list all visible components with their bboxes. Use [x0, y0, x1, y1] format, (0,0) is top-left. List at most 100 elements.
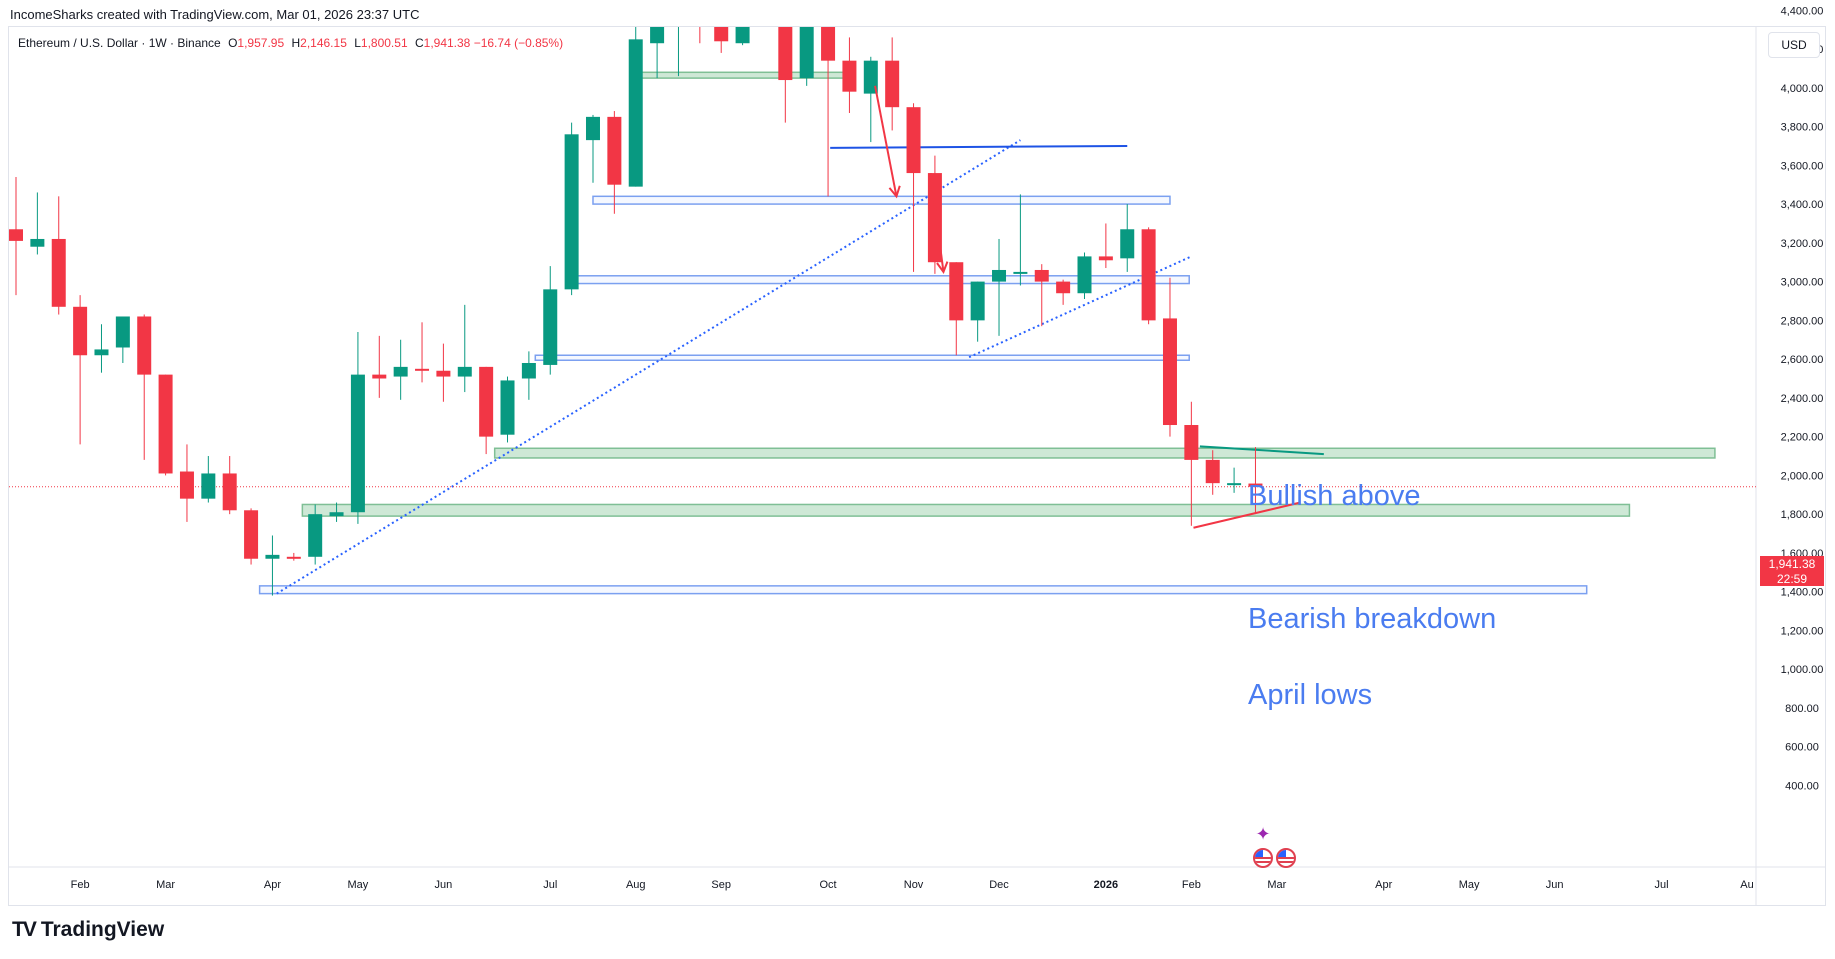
annotation-bullish: Bullish above — [1248, 480, 1421, 512]
candle-body — [1141, 229, 1156, 321]
legend-high: 2,146.15 — [300, 36, 347, 50]
candle-body — [436, 370, 451, 377]
chart-credit: IncomeSharks created with TradingView.co… — [10, 7, 420, 22]
candle-body — [970, 281, 985, 321]
candle-body — [30, 238, 45, 247]
candle-body — [842, 60, 857, 92]
y-tick-label: 4,000.00 — [1781, 83, 1824, 95]
candle-body — [1120, 229, 1135, 259]
y-tick-label: 1,400.00 — [1781, 587, 1824, 599]
y-tick-label: 2,200.00 — [1781, 432, 1824, 444]
trendline — [830, 144, 1128, 149]
legend-symbol: Ethereum / U.S. Dollar · 1W · Binance — [18, 36, 221, 50]
candle-body — [222, 473, 237, 511]
candle-body — [1248, 483, 1263, 487]
currency-button[interactable]: USD — [1768, 32, 1820, 58]
candle-body — [863, 60, 878, 94]
resistance-zone — [534, 354, 1190, 361]
x-tick-label: Mar — [156, 879, 175, 891]
arrow-head — [888, 185, 901, 199]
candle-body — [992, 269, 1007, 282]
x-tick-label: May — [348, 879, 369, 891]
x-tick-label: Oct — [819, 879, 836, 891]
y-tick-label: 4,400.00 — [1781, 5, 1824, 17]
y-tick-label: 3,200.00 — [1781, 238, 1824, 250]
resistance-zone — [592, 195, 1171, 205]
y-tick-label: 3,600.00 — [1781, 160, 1824, 172]
trendline — [1199, 445, 1324, 456]
candle-body — [265, 554, 280, 559]
candle-body — [564, 134, 579, 290]
support-zone — [301, 503, 1631, 517]
candle-body — [778, 27, 793, 81]
x-tick-label: Nov — [904, 879, 924, 891]
candle-body — [821, 27, 836, 61]
candle-body — [393, 366, 408, 377]
x-tick-label: May — [1459, 879, 1480, 891]
candle-body — [949, 262, 964, 321]
y-tick-label: 2,600.00 — [1781, 354, 1824, 366]
tradingview-brand[interactable]: TV TradingView — [12, 918, 164, 942]
y-tick-label: 2,400.00 — [1781, 393, 1824, 405]
candle-body — [137, 316, 152, 375]
candle-body — [94, 349, 109, 356]
candle-body — [585, 116, 600, 141]
y-tick-label: 3,800.00 — [1781, 122, 1824, 134]
candle-body — [1227, 483, 1242, 486]
chart-frame — [8, 26, 1826, 906]
x-tick-label: Au — [1740, 879, 1753, 891]
candle-body — [628, 39, 643, 187]
candle-body — [543, 289, 558, 365]
candle-body — [1162, 318, 1177, 426]
resistance-zone — [258, 585, 1588, 595]
candle-body — [906, 107, 921, 174]
x-tick-label: 2026 — [1094, 879, 1118, 891]
candle-body — [521, 362, 536, 379]
candle-body — [1184, 425, 1199, 460]
candle-body — [1077, 256, 1092, 294]
annotation-april: April lows — [1248, 679, 1373, 711]
y-tick-label: 2,000.00 — [1781, 470, 1824, 482]
us-flag-icon[interactable] — [1276, 848, 1296, 868]
y-tick-label: 800.00 — [1785, 703, 1819, 715]
current-price-tag: 1,941.38 22:59 — [1760, 556, 1824, 586]
candle-body — [9, 229, 23, 241]
x-tick-label: Dec — [989, 879, 1009, 891]
us-flag-icon[interactable] — [1253, 848, 1273, 868]
legend-high-label: H — [291, 36, 301, 50]
candle-body — [350, 374, 365, 513]
candle-body — [714, 27, 729, 42]
legend-low: 1,800.51 — [360, 36, 408, 50]
candle-body — [244, 510, 259, 559]
ohlc-legend: Ethereum / U.S. Dollar · 1W · Binance O 1… — [18, 36, 563, 50]
candle-body — [308, 514, 323, 557]
y-tick-label: 3,400.00 — [1781, 199, 1824, 211]
support-zone — [634, 71, 855, 79]
legend-close-label: C — [414, 36, 424, 50]
candle-body — [479, 366, 494, 437]
candle-body — [115, 316, 130, 348]
candle-body — [799, 27, 814, 79]
candle-body — [201, 473, 216, 499]
candle-body — [1205, 459, 1220, 484]
arrow-line — [874, 85, 898, 197]
x-tick-label: Jul — [1654, 879, 1668, 891]
candle-body — [1098, 256, 1113, 261]
x-tick-label: Jul — [543, 879, 557, 891]
bar-countdown: 22:59 — [1776, 572, 1808, 586]
x-tick-label: Feb — [1182, 879, 1201, 891]
y-tick-label: 2,800.00 — [1781, 315, 1824, 327]
candle-body — [457, 366, 472, 377]
legend-open-label: O — [228, 36, 238, 50]
y-tick-label: 1,800.00 — [1781, 509, 1824, 521]
y-tick-label: 1,200.00 — [1781, 625, 1824, 637]
candle-body — [1013, 271, 1028, 274]
y-tick-label: 600.00 — [1785, 742, 1819, 754]
y-tick-label: 1,000.00 — [1781, 664, 1824, 676]
y-tick-label: 3,000.00 — [1781, 277, 1824, 289]
sparkle-event-icon[interactable]: ✦ — [1255, 824, 1271, 844]
trendline — [1193, 501, 1301, 529]
x-tick-label: Aug — [626, 879, 646, 891]
y-tick-label: 400.00 — [1785, 780, 1819, 792]
